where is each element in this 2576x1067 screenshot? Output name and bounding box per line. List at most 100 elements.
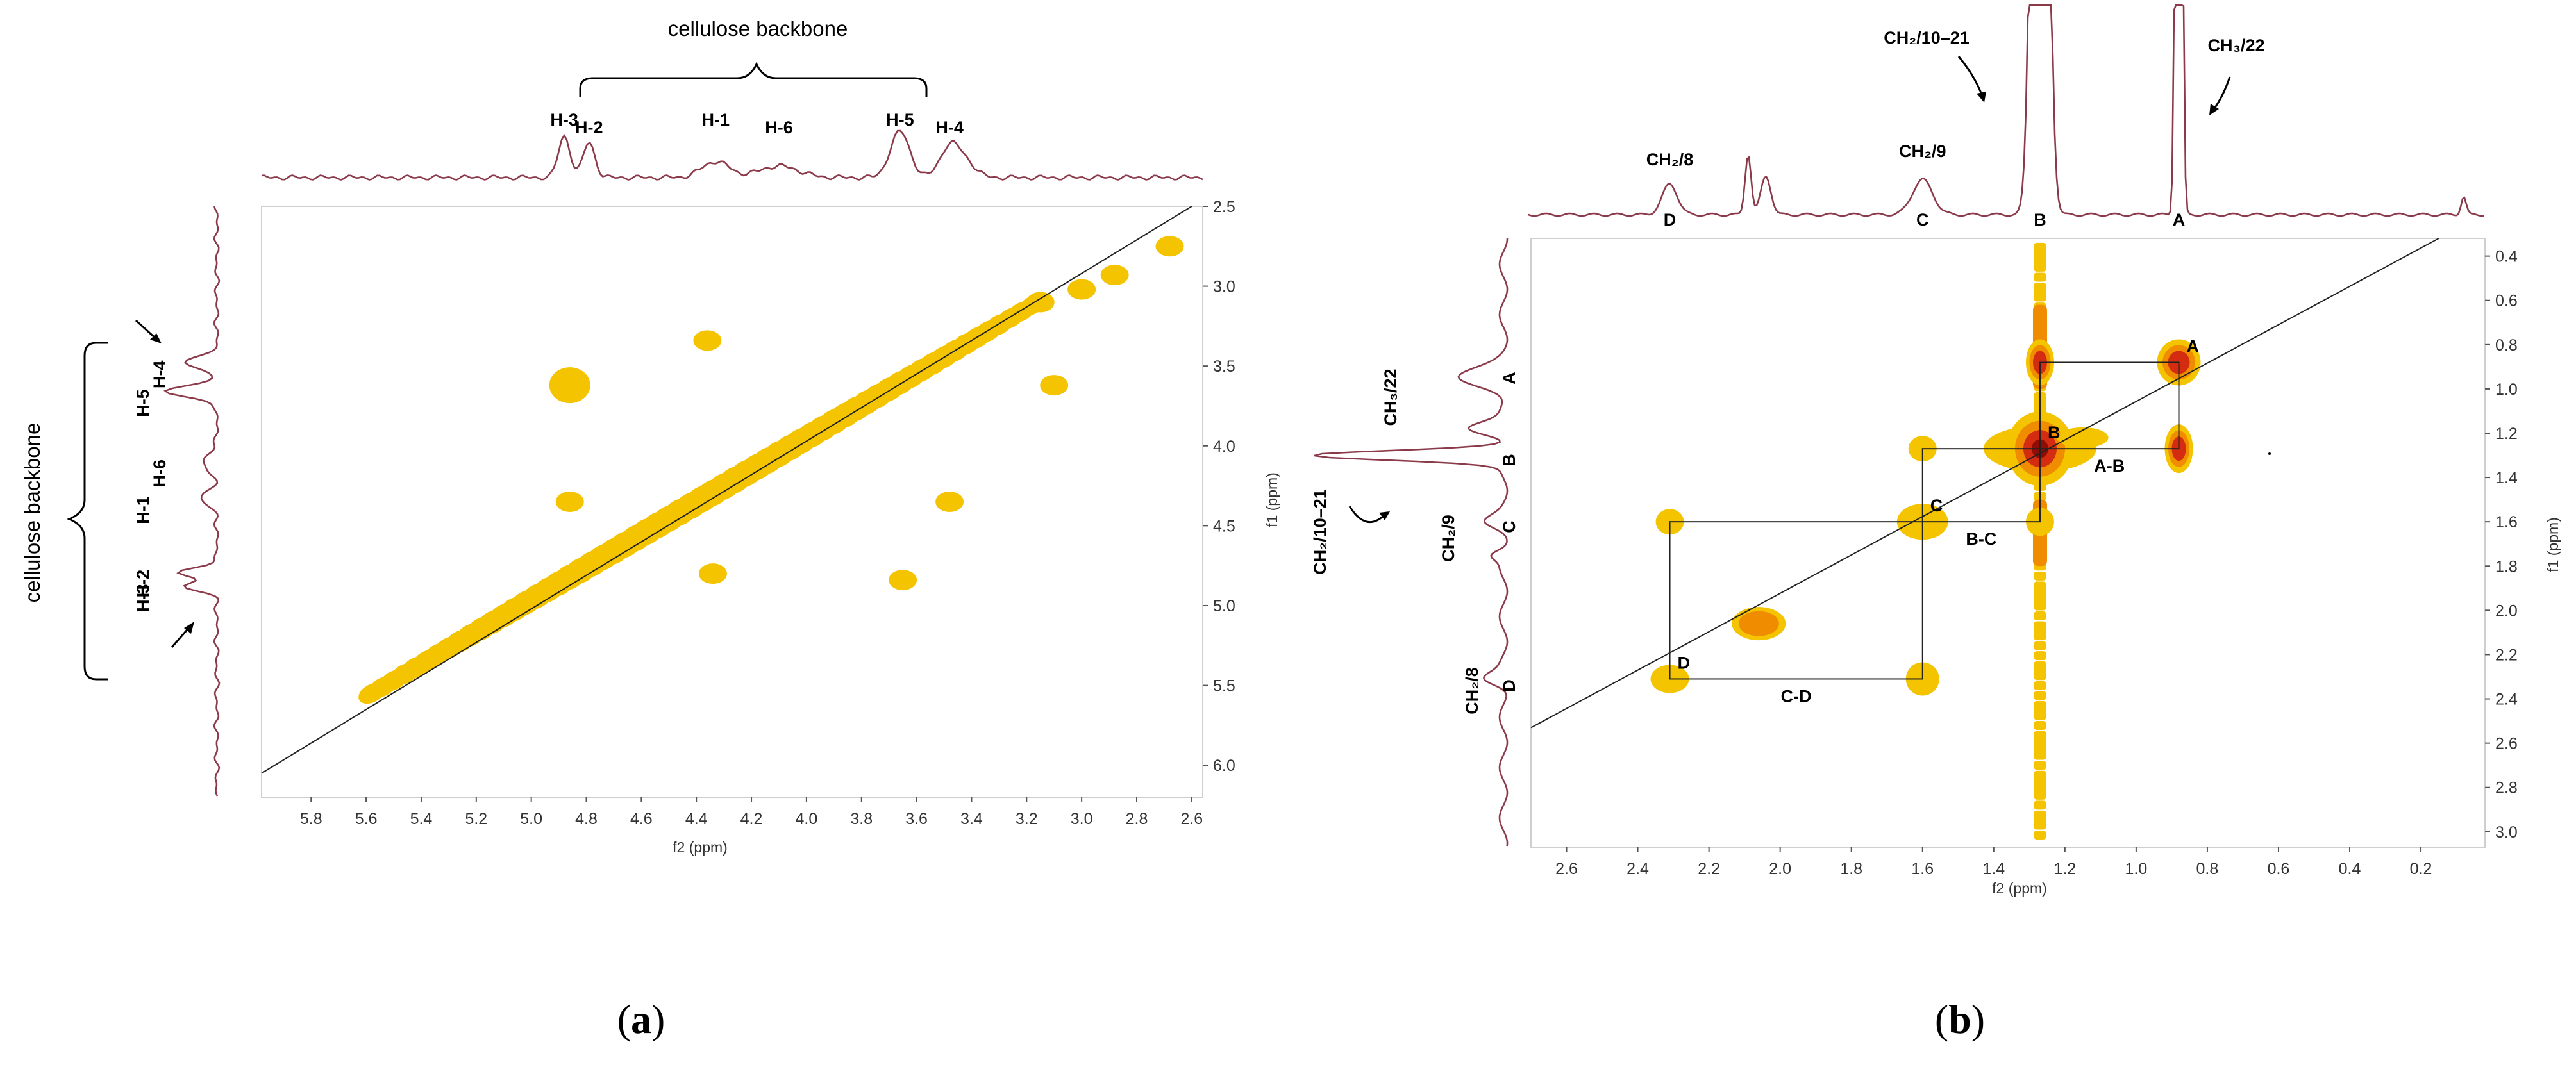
panel-b-side-peak-letter: C — [1500, 520, 1519, 533]
panel-b-top-spectrum — [1527, 4, 2484, 217]
panel-b-y-tick-label: 2.2 — [2495, 646, 2518, 664]
panel-b-arrow-ch2-10-21 — [1957, 56, 1984, 97]
panel-b-speck — [2268, 452, 2271, 455]
panel-b-side-peak-label: CH₂/9 — [1439, 515, 1458, 562]
panel-a-x-tick-label: 3.8 — [850, 810, 873, 828]
panel-b-x-tick-label: 1.2 — [2053, 860, 2076, 878]
panel-a-x-tick-label: 2.8 — [1126, 810, 1148, 828]
panel-a-y-tick-label: 3.0 — [1213, 278, 1235, 296]
panel-a-diagonal-line — [261, 206, 1192, 774]
panel-b-caption: (b) — [1935, 997, 1985, 1042]
panel-b-side-peak-label: CH₃/22 — [1381, 368, 1400, 426]
panel-a-y-tick-label: 5.0 — [1213, 597, 1235, 615]
panel-b-side-arrow — [1348, 506, 1384, 523]
panel-a-side-peak-label: H-2 — [133, 570, 153, 598]
panel-a-caption: (a) — [617, 997, 665, 1042]
panel-b-top-peak-letter: A — [2173, 210, 2186, 229]
panel-b-streak-peak — [2033, 831, 2046, 840]
panel-a-side-peak-label: H-1 — [133, 496, 153, 524]
panel-a-cross-peak — [698, 563, 727, 584]
panel-b-top-peak-letter: D — [1664, 210, 1677, 229]
panel-a-x-tick-label: 4.4 — [685, 810, 708, 828]
panel-a-x-axis-label: f2 (ppm) — [673, 839, 728, 856]
panel-a-cross-peak — [555, 492, 584, 512]
panel-b-streak-peak — [2033, 820, 2046, 830]
panel-a-x-tick-label: 5.4 — [410, 810, 433, 828]
panel-b-top-peak-label: CH₂/10–21 — [1884, 28, 1970, 47]
panel-a-x-tick-label: 5.8 — [300, 810, 322, 828]
panel-b-streak-peak — [2033, 631, 2046, 641]
panel-b-correlation-label: B-C — [1966, 529, 1996, 549]
panel-b-diagonal-peak-label: D — [1678, 653, 1691, 672]
panel-a: cellulose backbone H-3H-2 H-1 H-6 H-5 H-4 ce… — [21, 17, 1280, 1042]
panel-a-arrowhead-h4 — [150, 333, 162, 343]
panel-b-y-tick-label: 0.4 — [2495, 248, 2518, 266]
panel-b-x-tick-label: 0.4 — [2339, 860, 2361, 878]
panel-b-side-arrowhead — [1379, 511, 1390, 520]
panel-b-y-tick-label: 1.0 — [2495, 381, 2518, 399]
panel-b-correlation-box — [2039, 361, 2180, 450]
panel-b-streak-peak — [2033, 262, 2046, 272]
panel-b-side-peak-label: CH₂/8 — [1462, 667, 1482, 715]
panel-a-x-tick-label: 4.8 — [575, 810, 598, 828]
panel-b-y-tick-label: 2.0 — [2495, 602, 2518, 620]
panel-a-top-peak-label: H-2 — [575, 118, 603, 137]
panel-b-x-tick-label: 0.2 — [2410, 860, 2432, 878]
panel-b-side-peak-letter: B — [1500, 454, 1519, 467]
panel-b-x-tick-label: 2.6 — [1555, 860, 1578, 878]
panel-a-side-peak-label: H-5 — [133, 389, 153, 417]
panel-b-arrowhead-ch3-22 — [2209, 104, 2219, 115]
panel-b-x-tick-label: 1.6 — [1911, 860, 1934, 878]
panel-a-cross-peak — [549, 367, 590, 404]
panel-a-x-tick-label: 4.0 — [796, 810, 818, 828]
panel-b-y-tick-label: 1.8 — [2495, 558, 2518, 575]
panel-b-streak-peak — [2033, 681, 2046, 690]
panel-b-correlation-box — [1669, 521, 1923, 680]
panel-b-side-peak-letter: A — [1500, 372, 1519, 385]
panel-a-top-peak-label: H-3 — [550, 110, 578, 129]
panel-b-streak-peak — [2033, 571, 2046, 581]
panel-b-streak-peak — [2033, 711, 2046, 720]
panel-b-streak-peak — [2033, 691, 2046, 700]
panel-b-plot-area — [1530, 238, 2486, 848]
panel-b-y-tick-label: 2.4 — [2495, 691, 2518, 709]
panel-a-x-tick-label: 3.4 — [960, 810, 983, 828]
panel-b-cross-peak — [1738, 611, 1779, 636]
panel-a-side-brace — [67, 342, 108, 681]
panel-b-side-peak-label: CH₂/10–21 — [1310, 489, 1330, 575]
panel-b-diagonal-peak-label: C — [1930, 496, 1943, 515]
panel-a-top-brace — [579, 62, 928, 97]
panel-b-y-tick-label: 1.4 — [2495, 469, 2518, 487]
panel-b-top-peak-letter: C — [1916, 210, 1929, 229]
panel-b-top-peak-letter: B — [2034, 210, 2046, 229]
panel-b-x-tick-label: 2.2 — [1698, 860, 1720, 878]
panel-a-top-group-label: cellulose backbone — [668, 17, 848, 40]
panel-b-y-tick-label: 3.0 — [2495, 823, 2518, 841]
panel-a-cross-peak — [889, 570, 917, 591]
panel-b-side-peak-letter: D — [1500, 679, 1519, 692]
panel-b-x-tick-label: 1.8 — [1840, 860, 1862, 878]
panel-a-caption-letter: a — [631, 997, 651, 1042]
panel-b-x-tick-label: 1.0 — [2125, 860, 2147, 878]
panel-b-x-tick-label: 0.8 — [2196, 860, 2219, 878]
panel-b-y-tick-label: 1.6 — [2495, 513, 2518, 531]
panel-b-streak-peak — [2033, 761, 2046, 770]
panel-b-y-tick-label: 0.6 — [2495, 292, 2518, 310]
panel-a-side-peak-label: H-6 — [150, 459, 169, 488]
panel-b-diagonal-line — [1530, 238, 2439, 729]
panel-a-cross-peak — [1026, 292, 1055, 313]
panel-a-x-tick-label: 5.6 — [355, 810, 378, 828]
panel-b-x-tick-label: 2.4 — [1627, 860, 1649, 878]
panel-a-top-peak-label: H-6 — [765, 118, 793, 137]
panel-b-diagonal-peak-label: A — [2187, 336, 2200, 356]
panel-a-cross-peak — [935, 492, 964, 512]
panel-b-streak-peak — [2033, 272, 2046, 282]
panel-b-top-peak-label: CH₂/9 — [1899, 142, 1946, 161]
panel-b-arrowhead-ch2-10-21 — [1977, 92, 1986, 103]
panel-a-top-peak-label: H-5 — [886, 110, 914, 129]
panel-a-x-tick-label: 2.6 — [1180, 810, 1203, 828]
panel-b-x-tick-label: 1.4 — [1982, 860, 2005, 878]
panel-b: CH₂/8 CH₂/9 CH₂/10–21 CH₃/22 D C B A CH₃/22 CH₂/… — [1310, 4, 2561, 1042]
panel-a-x-tick-label: 5.2 — [465, 810, 487, 828]
panel-b-diagonal-peak-label: B — [2048, 423, 2061, 442]
